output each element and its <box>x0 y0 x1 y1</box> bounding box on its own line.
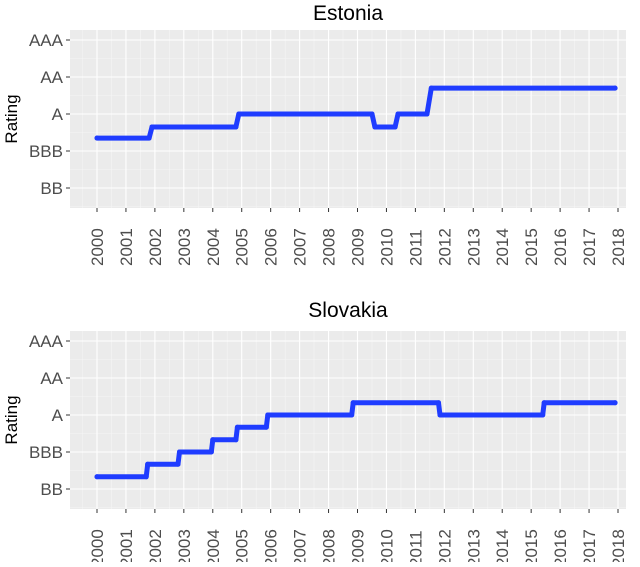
rating-point <box>369 111 375 117</box>
y-axis-label: Rating <box>2 395 21 444</box>
x-tick-label: 2004 <box>204 228 223 266</box>
rating-point <box>372 124 378 130</box>
x-tick-label: 2016 <box>551 529 570 562</box>
rating-point <box>392 124 398 130</box>
x-tick-label: 2010 <box>377 228 396 266</box>
x-tick-label: 2012 <box>435 529 454 562</box>
rating-point <box>612 400 618 406</box>
x-tick-label: 2006 <box>262 529 281 562</box>
rating-point <box>437 412 443 418</box>
y-tick-label: A <box>52 406 64 425</box>
rating-point <box>541 400 547 406</box>
x-tick-label: 2017 <box>580 529 599 562</box>
x-tick-label: 2002 <box>146 529 165 562</box>
x-tick-label: 2018 <box>609 529 628 562</box>
rating-point <box>350 400 356 406</box>
y-axis-label: Rating <box>2 94 21 143</box>
y-tick-label: BB <box>40 179 63 198</box>
x-tick-label: 2014 <box>493 529 512 562</box>
panel-title: Slovakia <box>308 299 388 322</box>
x-tick-label: 2012 <box>435 228 454 266</box>
y-tick-label: AA <box>40 68 63 87</box>
x-tick-label: 2005 <box>233 228 252 266</box>
rating-point <box>176 449 182 455</box>
rating-point <box>265 412 271 418</box>
x-tick-label: 2015 <box>522 529 541 562</box>
plot-background-0 <box>70 30 626 208</box>
x-tick-label: 2018 <box>609 228 628 266</box>
y-tick-label: A <box>52 105 64 124</box>
rating-point <box>428 85 434 91</box>
x-tick-label: 2003 <box>175 529 194 562</box>
x-tick-label: 2005 <box>233 529 252 562</box>
rating-point <box>540 412 546 418</box>
x-tick-label: 2000 <box>88 228 107 266</box>
plot-background-1 <box>70 331 626 509</box>
rating-point <box>236 111 242 117</box>
rating-point <box>146 135 152 141</box>
x-tick-label: 2008 <box>320 228 339 266</box>
x-tick-label: 2017 <box>580 228 599 266</box>
rating-point <box>94 474 100 480</box>
rating-point <box>424 111 430 117</box>
y-tick-label: AAA <box>29 31 64 50</box>
x-tick-label: 2014 <box>493 228 512 266</box>
rating-point <box>143 474 149 480</box>
y-tick-label: BB <box>40 480 63 499</box>
x-tick-label: 2013 <box>464 529 483 562</box>
x-tick-label: 2007 <box>291 529 310 562</box>
x-tick-label: 2008 <box>320 529 339 562</box>
x-tick-label: 2009 <box>349 228 368 266</box>
rating-point <box>436 400 442 406</box>
x-tick-label: 2011 <box>406 530 425 562</box>
x-tick-label: 2001 <box>117 529 136 562</box>
rating-point <box>395 111 401 117</box>
rating-point <box>263 424 269 430</box>
rating-point <box>233 437 239 443</box>
x-tick-label: 2010 <box>377 529 396 562</box>
rating-point <box>612 85 618 91</box>
rating-point <box>208 449 214 455</box>
rating-point <box>233 124 239 130</box>
rating-point <box>349 412 355 418</box>
rating-point <box>145 461 151 467</box>
x-tick-label: 2003 <box>175 228 194 266</box>
x-tick-label: 2007 <box>291 228 310 266</box>
x-tick-label: 2004 <box>204 529 223 562</box>
y-tick-label: AAA <box>29 332 64 351</box>
x-tick-label: 2015 <box>522 228 541 266</box>
x-tick-label: 2016 <box>551 228 570 266</box>
rating-point <box>234 424 240 430</box>
rating-point <box>175 461 181 467</box>
rating-point <box>94 135 100 141</box>
x-tick-label: 2013 <box>464 228 483 266</box>
rating-line-0 <box>94 400 618 480</box>
rating-point <box>149 124 155 130</box>
x-tick-label: 2011 <box>406 229 425 266</box>
y-tick-label: BBB <box>29 142 63 161</box>
rating-point <box>210 437 216 443</box>
x-tick-label: 2006 <box>262 228 281 266</box>
y-tick-label: BBB <box>29 443 63 462</box>
panel-title: Estonia <box>313 2 383 25</box>
x-tick-label: 2002 <box>146 228 165 266</box>
x-tick-label: 2009 <box>349 529 368 562</box>
x-tick-label: 2001 <box>117 228 136 266</box>
y-tick-label: AA <box>40 369 63 388</box>
x-tick-label: 2000 <box>88 529 107 562</box>
